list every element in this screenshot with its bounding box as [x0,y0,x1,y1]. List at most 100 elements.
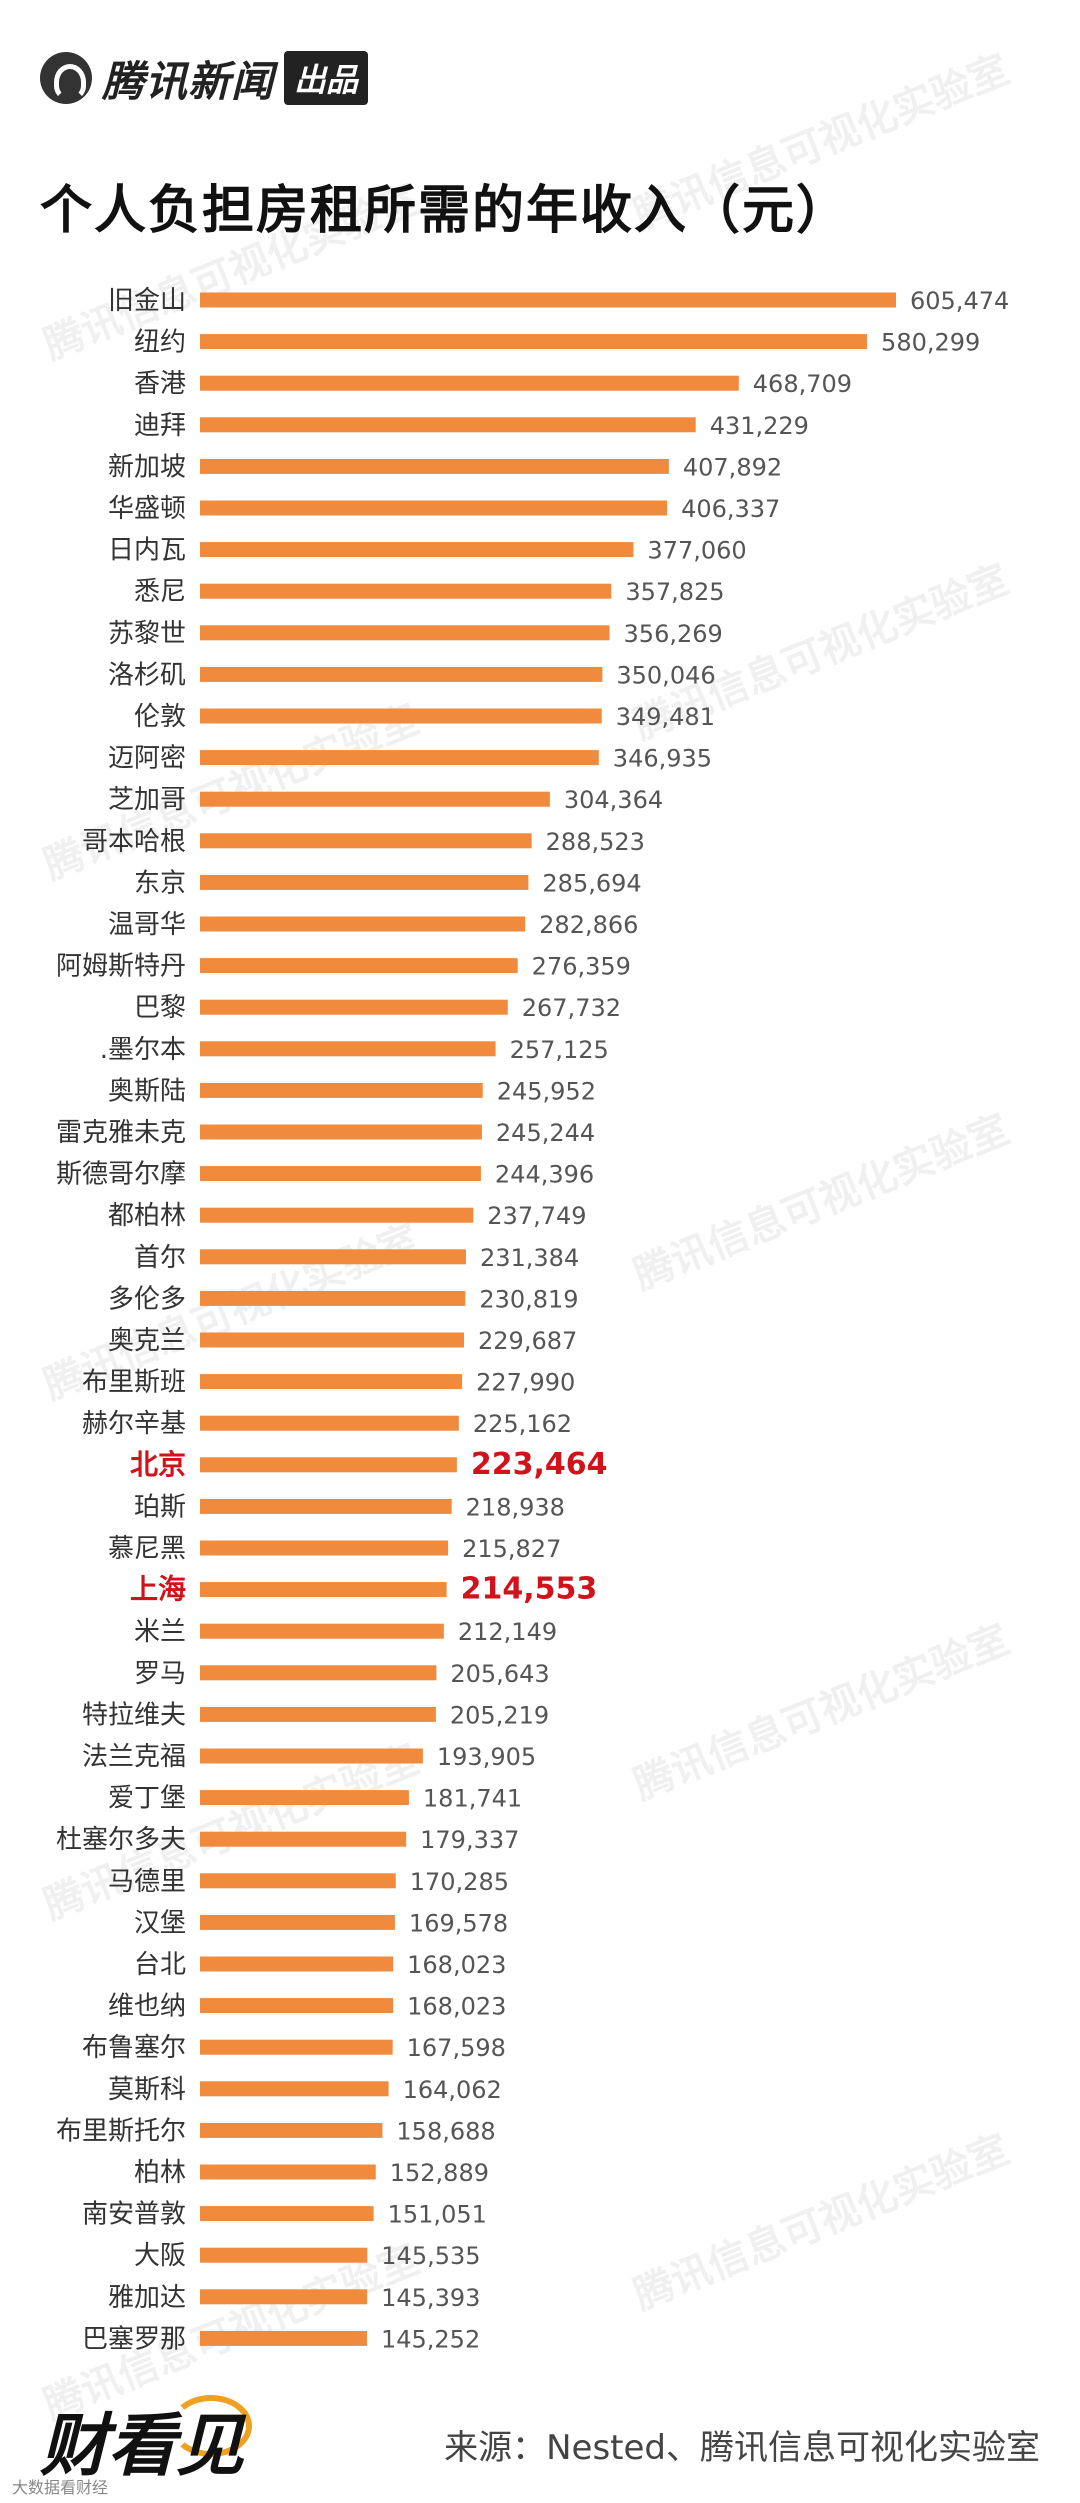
bar [200,2164,376,2180]
bar [200,1665,437,1681]
category-label: 罗马 [134,1659,186,1689]
value-label: 179,337 [420,1826,519,1854]
bar [200,292,896,308]
bar [200,666,603,682]
bar [200,375,739,391]
category-label: 洛杉矶 [108,660,186,690]
category-label: 巴塞罗那 [82,2324,186,2350]
bar [200,1706,436,1722]
tencent-news-icon [40,52,92,104]
bar [200,833,532,849]
footer-logo-subtitle: 大数据看财经 [12,2478,109,2497]
value-label: 227,990 [476,1369,575,1397]
value-label: 214,553 [461,1572,598,1607]
category-label: 新加坡 [108,452,186,482]
bar [200,958,518,974]
bar [200,1623,444,1639]
value-label: 231,384 [480,1244,579,1272]
bar [200,2122,383,2138]
category-label: 伦敦 [134,702,186,732]
value-label: 170,285 [410,1868,509,1896]
bar [200,2206,374,2222]
bar [200,1498,452,1514]
value-label: 193,905 [437,1743,536,1771]
bar [200,417,696,433]
category-label: 珀斯 [134,1492,186,1522]
category-label: 纽约 [134,328,186,358]
value-label: 245,952 [497,1077,596,1105]
category-label: 苏黎世 [108,619,186,649]
category-label: 大阪 [134,2241,186,2271]
value-label: 285,694 [542,869,641,897]
category-label: 奥克兰 [108,1326,186,1356]
footer-logo-swoosh [170,2395,252,2457]
value-label: 164,062 [403,2076,502,2104]
category-label: 雅加达 [108,2283,186,2313]
bar [200,1748,423,1764]
bar [200,1124,482,1140]
category-label: 东京 [134,868,186,898]
value-label: 230,819 [479,1285,578,1313]
value-label: 468,709 [753,370,852,398]
bar [200,1914,395,1930]
value-label: 151,051 [388,2201,487,2229]
bar [200,1207,474,1223]
bar [200,750,599,766]
value-label: 168,023 [407,1951,506,1979]
value-label: 229,687 [478,1327,577,1355]
category-label: 奥斯陆 [108,1076,186,1106]
bar [200,1540,449,1556]
category-label: 法兰克福 [82,1742,186,1772]
category-label: 雷克雅未克 [56,1118,186,1148]
value-label: 605,474 [910,287,1009,315]
value-label: 349,481 [616,703,715,731]
value-label: 304,364 [564,786,663,814]
category-label: 都柏林 [108,1201,186,1231]
bar [200,1332,465,1348]
category-label: 杜塞尔多夫 [56,1825,186,1855]
bar [200,1415,459,1431]
category-label: 悉尼 [134,577,186,607]
category-label: 马德里 [108,1867,186,1897]
category-label: 布里斯班 [82,1368,186,1398]
category-label: 米兰 [134,1617,186,1647]
category-label: 上海 [130,1573,186,1606]
source-note: 来源：Nested、腾讯信息可视化实验室 [444,2428,1040,2468]
brand-badge: 出品 [284,51,369,105]
category-label: 温哥华 [108,910,186,940]
category-label: 布里斯托尔 [56,2116,186,2146]
value-label: 357,825 [625,578,724,606]
value-label: 169,578 [409,1909,508,1937]
value-label: 145,393 [381,2284,480,2312]
value-label: 168,023 [407,1993,506,2021]
value-label: 276,359 [532,953,631,981]
footer-logo: 财看见 [40,2407,245,2486]
bar [200,625,610,641]
bar [200,1582,447,1598]
bar [200,999,508,1015]
bar [200,2247,368,2263]
category-label: 赫尔辛基 [82,1409,186,1439]
category-label: 莫斯科 [108,2075,186,2105]
category-label: 布鲁塞尔 [82,2033,186,2063]
category-label: .墨尔本 [100,1035,186,1065]
category-label: 华盛顿 [108,494,186,524]
value-label: 257,125 [510,1036,609,1064]
bar [200,791,550,807]
value-label: 218,938 [466,1493,565,1521]
bar [200,1041,496,1057]
value-label: 205,219 [450,1701,549,1729]
bar [200,1956,394,1972]
value-label: 145,252 [381,2325,480,2350]
value-label: 580,299 [881,329,980,357]
value-label: 356,269 [624,620,723,648]
bar [200,1831,407,1847]
value-label: 237,749 [487,1202,586,1230]
category-label: 特拉维夫 [82,1700,186,1730]
category-label: 多伦多 [108,1284,186,1314]
category-label: 阿姆斯特丹 [56,952,186,982]
bar [200,334,868,350]
category-label: 慕尼黑 [108,1534,186,1564]
category-label: 迪拜 [134,411,186,441]
category-label: 哥本哈根 [82,827,186,857]
